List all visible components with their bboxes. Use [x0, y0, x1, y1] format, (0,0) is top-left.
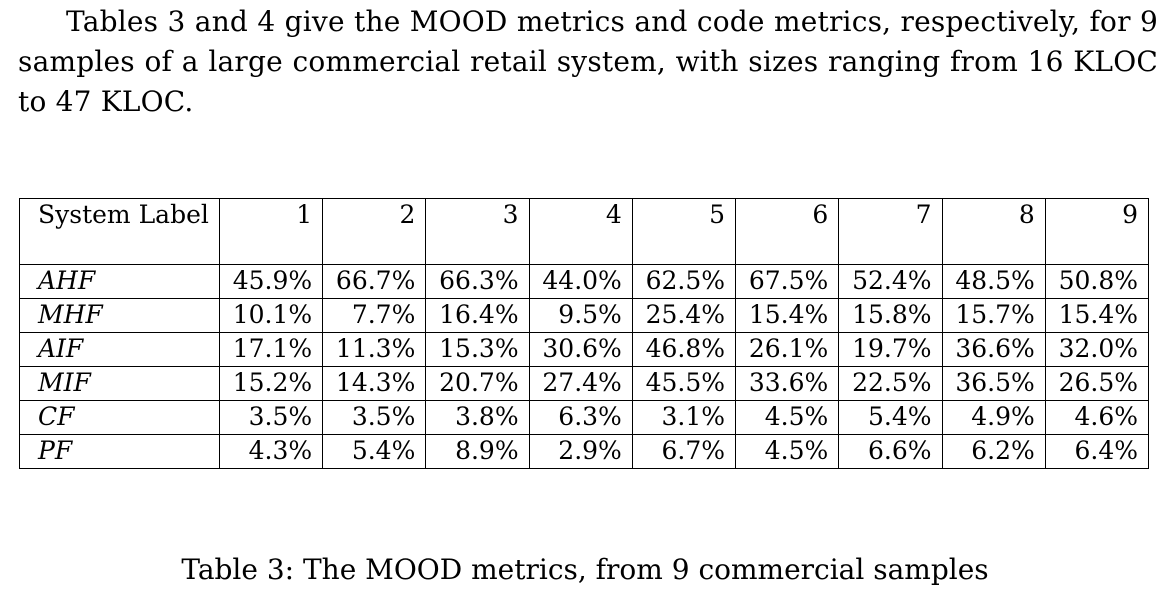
- table-cell: 66.7%: [322, 264, 427, 299]
- table-cell: 6.6%: [838, 434, 943, 469]
- table-row: AHF 45.9% 66.7% 66.3% 44.0% 62.5% 67.5% …: [19, 264, 1150, 299]
- table-cell: 48.5%: [941, 264, 1046, 299]
- column-header: 9: [1044, 198, 1150, 265]
- table-row: CF 3.5% 3.5% 3.8% 6.3% 3.1% 4.5% 5.4% 4.…: [19, 400, 1150, 435]
- table-row: AIF 17.1% 11.3% 15.3% 30.6% 46.8% 26.1% …: [19, 332, 1150, 367]
- table-cell: 3.8%: [425, 400, 530, 435]
- table-cell: 20.7%: [425, 366, 530, 401]
- table-cell: 19.7%: [838, 332, 943, 367]
- table-cell: 44.0%: [528, 264, 633, 299]
- table-cell: 30.6%: [528, 332, 633, 367]
- table-cell: 11.3%: [322, 332, 427, 367]
- table-cell: 9.5%: [528, 298, 633, 333]
- table-cell: 25.4%: [631, 298, 737, 333]
- column-header: 8: [941, 198, 1046, 265]
- table-caption: Table 3: The MOOD metrics, from 9 commer…: [181, 553, 989, 586]
- table-cell: 15.8%: [838, 298, 943, 333]
- row-label: MIF: [19, 366, 220, 401]
- table-cell: 3.1%: [631, 400, 737, 435]
- table-cell: 8.9%: [425, 434, 530, 469]
- table-cell: 4.5%: [735, 434, 840, 469]
- table-cell: 33.6%: [735, 366, 840, 401]
- table-row: MHF 10.1% 7.7% 16.4% 9.5% 25.4% 15.4% 15…: [19, 298, 1150, 333]
- row-label: AIF: [19, 332, 220, 367]
- table-cell: 5.4%: [838, 400, 943, 435]
- column-header: 1: [218, 198, 324, 265]
- table-cell: 52.4%: [838, 264, 943, 299]
- column-header: 2: [322, 198, 427, 265]
- table-cell: 66.3%: [425, 264, 530, 299]
- table-cell: 32.0%: [1044, 332, 1150, 367]
- table-cell: 17.1%: [218, 332, 324, 367]
- column-header: 5: [631, 198, 737, 265]
- table-cell: 14.3%: [322, 366, 427, 401]
- table-cell: 4.3%: [218, 434, 324, 469]
- table-cell: 15.4%: [735, 298, 840, 333]
- table-cell: 15.2%: [218, 366, 324, 401]
- table-body: System Label 1 2 3 4 5 6 7 8 9 AHF 45.9%…: [19, 198, 1150, 469]
- table-cell: 6.7%: [631, 434, 737, 469]
- table-cell: 10.1%: [218, 298, 324, 333]
- table-cell: 27.4%: [528, 366, 633, 401]
- table-cell: 15.7%: [941, 298, 1046, 333]
- table-cell: 67.5%: [735, 264, 840, 299]
- table-cell: 16.4%: [425, 298, 530, 333]
- table-cell: 6.4%: [1044, 434, 1150, 469]
- table-header-row: System Label 1 2 3 4 5 6 7 8 9: [19, 198, 1150, 265]
- row-label: CF: [19, 400, 220, 435]
- system-label-header: System Label: [19, 198, 220, 265]
- table-cell: 6.3%: [528, 400, 633, 435]
- row-label: PF: [19, 434, 220, 469]
- table-cell: 46.8%: [631, 332, 737, 367]
- table-cell: 26.5%: [1044, 366, 1150, 401]
- row-label: AHF: [19, 264, 220, 299]
- table-cell: 6.2%: [941, 434, 1046, 469]
- table-cell: 15.3%: [425, 332, 530, 367]
- table-cell: 15.4%: [1044, 298, 1150, 333]
- table-cell: 7.7%: [322, 298, 427, 333]
- row-label: MHF: [19, 298, 220, 333]
- table-cell: 2.9%: [528, 434, 633, 469]
- table-row: MIF 15.2% 14.3% 20.7% 27.4% 45.5% 33.6% …: [19, 366, 1150, 401]
- table-cell: 45.5%: [631, 366, 737, 401]
- table-cell: 36.5%: [941, 366, 1046, 401]
- column-header: 7: [838, 198, 943, 265]
- table-cell: 3.5%: [218, 400, 324, 435]
- table-cell: 4.9%: [941, 400, 1046, 435]
- column-header: 6: [735, 198, 840, 265]
- table-cell: 4.6%: [1044, 400, 1150, 435]
- table-cell: 3.5%: [322, 400, 427, 435]
- table-cell: 62.5%: [631, 264, 737, 299]
- table-cell: 5.4%: [322, 434, 427, 469]
- table-cell: 22.5%: [838, 366, 943, 401]
- table-cell: 36.6%: [941, 332, 1046, 367]
- table-cell: 45.9%: [218, 264, 324, 299]
- table-cell: 26.1%: [735, 332, 840, 367]
- intro-paragraph: Tables 3 and 4 give the MOOD metrics and…: [18, 5, 1158, 118]
- column-header: 4: [528, 198, 633, 265]
- table-row: PF 4.3% 5.4% 8.9% 2.9% 6.7% 4.5% 6.6% 6.…: [19, 434, 1150, 469]
- table-cell: 4.5%: [735, 400, 840, 435]
- mood-metrics-table: System Label 1 2 3 4 5 6 7 8 9 AHF 45.9%…: [19, 198, 1150, 469]
- column-header: 3: [425, 198, 530, 265]
- table-cell: 50.8%: [1044, 264, 1150, 299]
